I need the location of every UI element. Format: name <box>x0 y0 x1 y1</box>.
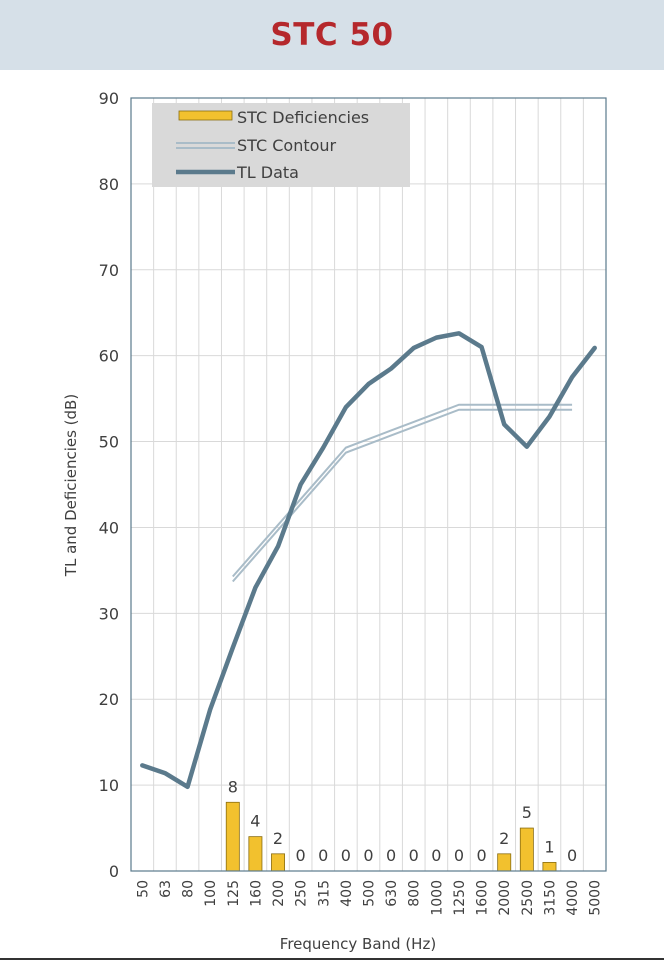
x-tick-label: 160 <box>248 880 264 907</box>
x-tick-label: 250 <box>294 880 310 907</box>
x-tick-label: 630 <box>384 880 400 907</box>
x-tick-label: 200 <box>271 880 287 907</box>
chart-title: STC 50 <box>270 17 394 53</box>
y-axis-label: TL and Deficiencies (dB) <box>62 394 80 577</box>
deficiency-bar <box>519 827 534 872</box>
y-tick-label: 50 <box>99 433 119 452</box>
deficiency-value-label: 0 <box>363 846 373 865</box>
x-tick-label: 1250 <box>452 880 468 916</box>
deficiency-bar <box>497 853 512 872</box>
deficiency-value-label: 0 <box>431 846 441 865</box>
x-tick-label: 800 <box>407 880 423 907</box>
deficiency-value-label: 0 <box>318 846 328 865</box>
y-tick-label: 10 <box>99 776 119 795</box>
x-tick-label: 5000 <box>588 880 604 916</box>
legend-label: TL Data <box>236 163 299 182</box>
deficiency-value-label: 2 <box>499 829 509 848</box>
y-tick-label: 30 <box>99 604 119 623</box>
deficiency-bar <box>542 862 557 872</box>
legend-label: STC Contour <box>237 136 337 155</box>
x-tick-label: 500 <box>362 880 378 907</box>
x-tick-label: 3150 <box>542 880 558 916</box>
y-tick-label: 90 <box>99 89 119 108</box>
x-tick-label: 63 <box>158 880 174 898</box>
x-tick-label: 50 <box>135 880 151 898</box>
deficiency-value-label: 0 <box>386 846 396 865</box>
x-tick-label: 100 <box>203 880 219 907</box>
x-tick-label: 1600 <box>475 880 491 916</box>
deficiency-value-label: 0 <box>454 846 464 865</box>
y-tick-label: 70 <box>99 261 119 280</box>
legend-label: STC Deficiencies <box>237 108 369 127</box>
deficiency-value-label: 8 <box>228 777 238 796</box>
bottom-rule <box>0 958 664 960</box>
tl-data-path <box>140 331 597 790</box>
x-tick-label: 400 <box>339 880 355 907</box>
legend-swatch-deficiencies <box>178 110 233 121</box>
legend: STC Deficiencies STC Contour TL Data <box>152 103 410 187</box>
deficiency-value-label: 5 <box>522 803 532 822</box>
y-tick-label: 80 <box>99 175 119 194</box>
tl-data-line <box>140 331 597 790</box>
deficiency-value-label: 4 <box>250 812 260 831</box>
title-bar: STC 50 <box>0 0 664 70</box>
x-tick-label: 2500 <box>520 880 536 916</box>
deficiency-bar <box>271 853 285 872</box>
deficiency-value-label: 1 <box>544 837 554 856</box>
y-tick-label: 60 <box>99 347 119 366</box>
x-axis-label: Frequency Band (Hz) <box>280 935 436 953</box>
deficiency-bar <box>225 801 240 872</box>
x-tick-label: 315 <box>316 880 332 907</box>
deficiency-value-label: 2 <box>273 829 283 848</box>
deficiency-value-label: 0 <box>341 846 351 865</box>
x-tick-label: 2000 <box>497 880 513 916</box>
grid-lines <box>130 97 607 872</box>
deficiency-value-label: 0 <box>409 846 419 865</box>
x-tick-label: 80 <box>181 880 197 898</box>
y-tick-label: 40 <box>99 518 119 537</box>
plot-border <box>130 97 607 872</box>
deficiency-value-label: 0 <box>296 846 306 865</box>
y-tick-label: 0 <box>109 862 119 881</box>
deficiency-value-label: 0 <box>567 846 577 865</box>
x-tick-label: 125 <box>226 880 242 907</box>
x-tick-label: 4000 <box>565 880 581 916</box>
y-tick-label: 20 <box>99 690 119 709</box>
x-tick-label: 1000 <box>429 880 445 916</box>
deficiency-value-label: 0 <box>477 846 487 865</box>
deficiency-bar <box>248 836 263 872</box>
